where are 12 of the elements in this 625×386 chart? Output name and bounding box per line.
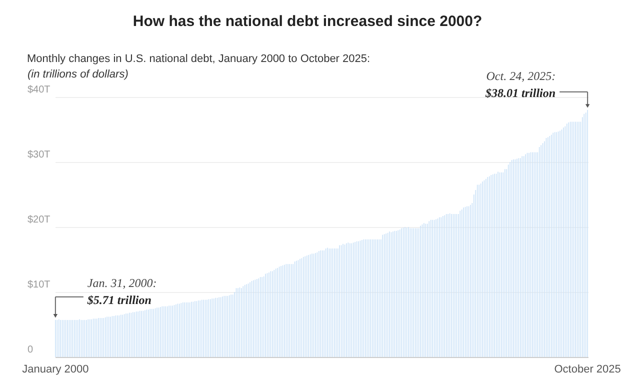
annotation: Jan. 31, 2000: $5.71 trillion xyxy=(86,276,157,307)
y-tick-label: $10T xyxy=(28,280,50,290)
y-tick-label: $20T xyxy=(28,214,50,226)
y-tick-label: $30T xyxy=(28,150,50,160)
y-axis-title: (in trillions of dollars) xyxy=(28,68,129,80)
y-tick-label: 0 xyxy=(28,344,34,356)
x-tick-label: January 2000 xyxy=(22,364,89,376)
annotation: Oct. 24, 2025: $38.01 trillion xyxy=(484,68,556,100)
chart-title: How has the national debt increased since 2000? xyxy=(132,13,482,30)
chart-subtitle: Monthly changes in U.S. national debt, January 2000 to October 2025: xyxy=(27,53,370,65)
y-tick-label: $40T xyxy=(28,84,50,96)
x-tick-label: October 2025 xyxy=(554,364,621,376)
